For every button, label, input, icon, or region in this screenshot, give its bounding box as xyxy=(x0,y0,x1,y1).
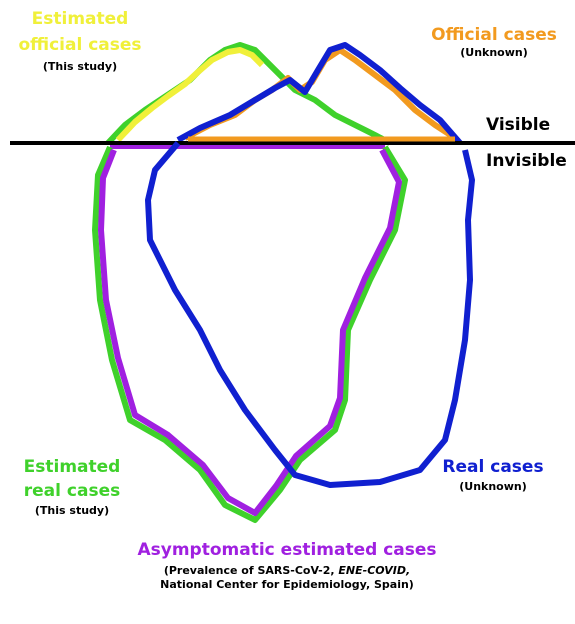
estimated-real-tip xyxy=(105,42,392,146)
source-italic: ENE-COVID, xyxy=(338,564,410,577)
source-text: (Prevalence of SARS-CoV-2, xyxy=(164,564,339,577)
real-cases-note: (Unknown) xyxy=(459,480,527,493)
real-cases-body xyxy=(145,141,475,488)
real-cases-tip xyxy=(176,42,463,145)
real-cases-title: Real cases xyxy=(442,457,543,477)
official-cases-title: Official cases xyxy=(431,25,557,45)
invisible-label: Invisible xyxy=(486,151,567,171)
estimated-real-title: real cases xyxy=(24,481,120,501)
visible-label: Visible xyxy=(486,115,550,135)
asymptomatic-source: (Prevalence of SARS-CoV-2, ENE-COVID, xyxy=(164,564,410,577)
official-cases-note: (Unknown) xyxy=(460,46,528,59)
estimated-real-note: (This study) xyxy=(35,504,109,517)
estimated-official-note: (This study) xyxy=(43,60,117,73)
asymptomatic-title: Asymptomatic estimated cases xyxy=(137,540,436,560)
estimated-real-body xyxy=(92,145,408,523)
asymptomatic-body xyxy=(98,148,402,516)
asymptomatic-source: National Center for Epidemiology, Spain) xyxy=(160,578,414,591)
estimated-official-title: official cases xyxy=(18,35,141,55)
estimated-official-title: Estimated xyxy=(32,9,129,29)
estimated-official-tip xyxy=(115,47,265,143)
estimated-real-title: Estimated xyxy=(24,457,121,477)
